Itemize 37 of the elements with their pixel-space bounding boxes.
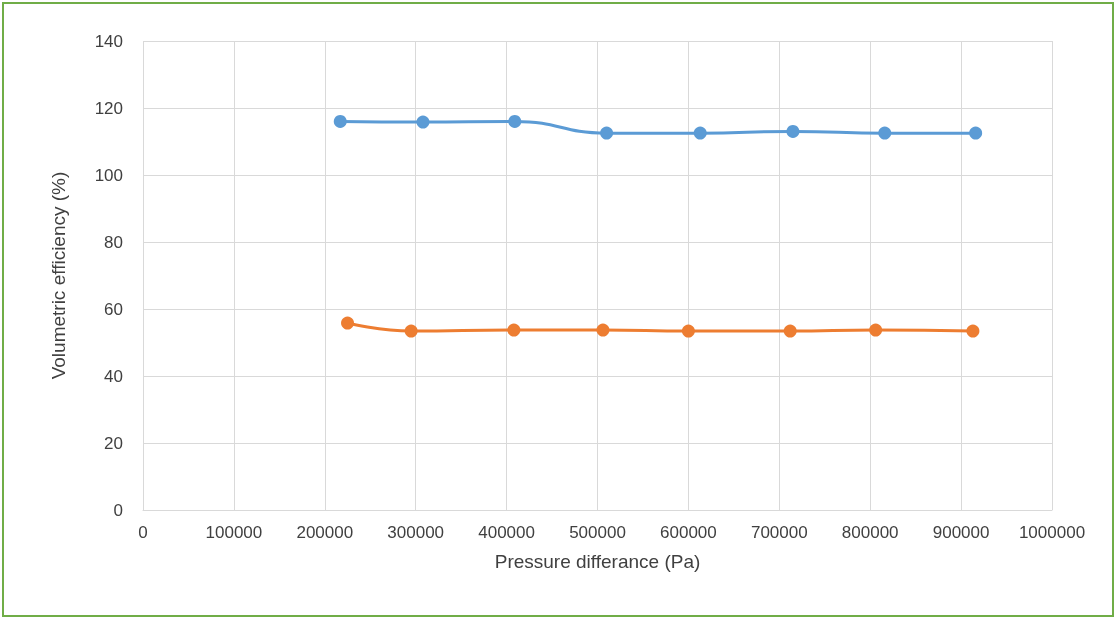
y-tick-label: 20 xyxy=(104,433,123,453)
x-tick-label: 400000 xyxy=(478,523,535,542)
point xyxy=(966,324,980,338)
x-tick-label: 100000 xyxy=(205,523,263,542)
x-tick-label: 300000 xyxy=(387,523,445,542)
point xyxy=(341,316,355,330)
x-tick-label: 900000 xyxy=(932,523,990,542)
point xyxy=(404,324,418,338)
point xyxy=(786,124,800,138)
x-axis-title: Pressure differance (Pa) xyxy=(494,551,701,572)
x-tick-label: 500000 xyxy=(569,523,626,542)
x-tick-label: 600000 xyxy=(660,523,717,542)
x-tick-label: 800000 xyxy=(841,523,899,542)
y-tick-label: 60 xyxy=(104,299,123,319)
y-tick-label: 40 xyxy=(104,366,123,386)
point xyxy=(969,126,983,140)
x-tick-label: 200000 xyxy=(296,523,354,542)
point xyxy=(416,115,430,129)
point xyxy=(600,126,614,140)
x-tick-label: 700000 xyxy=(750,523,808,542)
y-tick-label: 140 xyxy=(94,31,123,51)
y-tick-label: 100 xyxy=(94,165,123,185)
point xyxy=(333,114,347,128)
point xyxy=(693,126,707,140)
point xyxy=(878,126,892,140)
point xyxy=(596,323,610,337)
point xyxy=(508,114,522,128)
point xyxy=(507,323,521,337)
x-tick-label: 0 xyxy=(138,523,148,542)
y-tick-label: 0 xyxy=(113,500,123,520)
y-tick-label: 80 xyxy=(104,232,123,252)
point xyxy=(869,323,883,337)
x-tick-label: 1000000 xyxy=(1018,523,1086,542)
y-axis-title: Volumetric efficiency (%) xyxy=(48,171,69,380)
point xyxy=(681,324,695,338)
point xyxy=(783,324,797,338)
y-tick-label: 120 xyxy=(94,98,123,118)
